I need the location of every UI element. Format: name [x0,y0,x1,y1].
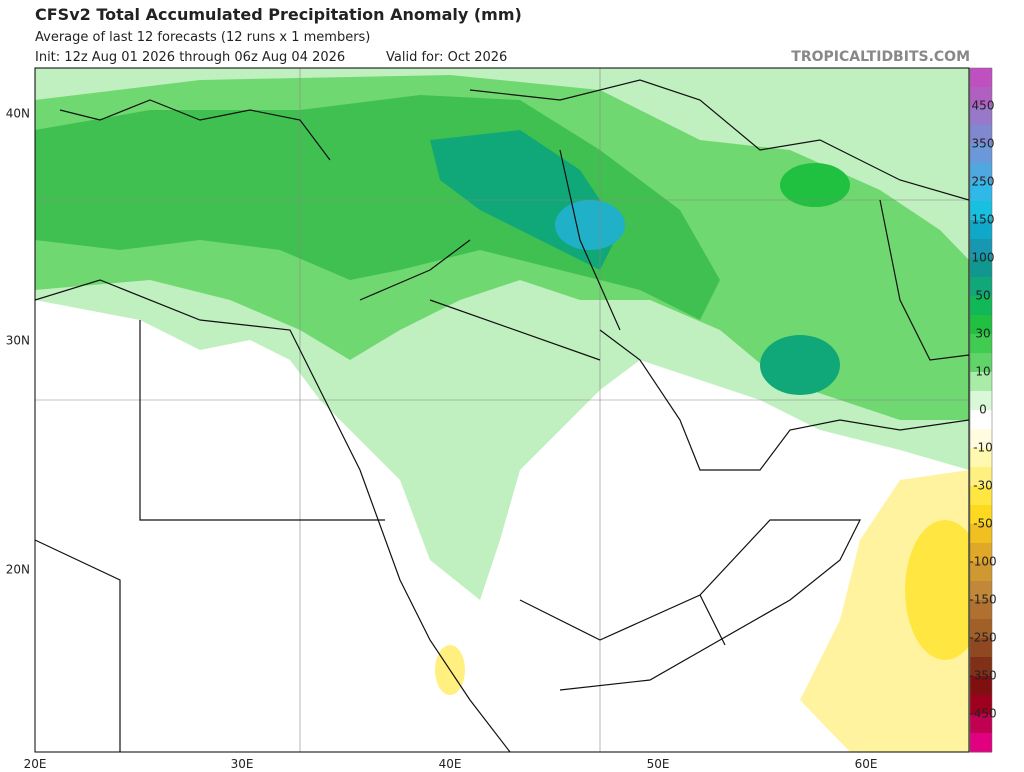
colorbar-segment [970,562,992,582]
colorbar-segment [970,277,992,297]
map-frame [34,67,970,753]
colorbar-label: 250 [972,175,995,189]
colorbar-segment [970,296,992,316]
colorbar-segment [970,239,992,259]
colorbar-segment [970,391,992,411]
colorbar-segment [970,486,992,506]
lon-label: 30E [231,757,254,771]
colorbar-segment [970,258,992,278]
colorbar-label: -350 [969,669,996,683]
colorbar-segment [970,410,992,430]
init-time: Init: 12z Aug 01 2026 through 06z Aug 04… [35,50,345,65]
lon-label: 50E [647,757,670,771]
valid-time: Valid for: Oct 2026 [386,50,507,65]
subtitle: Average of last 12 forecasts (12 runs x … [35,30,370,45]
colorbar-segment [970,714,992,734]
colorbar-label: -100 [969,555,996,569]
colorbar-label: -10 [973,441,993,455]
colorbar-label: 30 [975,327,990,341]
colorbar-segment [970,106,992,126]
colorbar-label: 50 [975,289,990,303]
colorbar-segment [970,505,992,525]
colorbar-label: -30 [973,479,993,493]
colorbar-segment [970,448,992,468]
lon-label: 20E [24,757,47,771]
colorbar-label: -50 [973,517,993,531]
colorbar-segment [970,581,992,601]
colorbar-segment [970,676,992,696]
colorbar-label: 0 [979,403,987,417]
coastlines [35,79,969,752]
lon-label: 40E [439,757,462,771]
colorbar-segment [970,524,992,544]
colorbar-segment [970,182,992,202]
anomaly-dark-yellow [905,520,969,660]
grid-reference [35,68,969,752]
colorbar-label: 10 [975,365,990,379]
colorbar-label: -450 [969,707,996,721]
watermark: TROPICALTIDBITS.COM [791,49,970,65]
colorbar-label: -250 [969,631,996,645]
colorbar-segment [970,315,992,335]
colorbar-segment [970,657,992,677]
map: 40N 30N 20N 20E 30E 40E 50E 60E [6,67,970,771]
colorbar-label: 100 [972,251,995,265]
colorbar-segment [970,144,992,164]
anomaly-teal-east [760,335,840,395]
colorbar-segment [970,543,992,563]
colorbar-segment [970,201,992,221]
colorbar-label: 150 [972,213,995,227]
colorbar-label: 450 [972,99,995,113]
colorbar-frame [969,67,993,753]
colorbar-label: -150 [969,593,996,607]
lat-label: 40N [6,107,30,121]
colorbar-segment [970,353,992,373]
lat-label: 30N [6,334,30,348]
colorbar-segment [970,638,992,658]
colorbar-segment [970,125,992,145]
colorbar-segment [970,68,992,88]
title: CFSv2 Total Accumulated Precipitation An… [35,5,522,24]
colorbar-segment [970,220,992,240]
colorbar-segment [970,334,992,354]
lat-label: 20N [6,563,30,577]
colorbar-segment [970,619,992,639]
colorbar-segment [970,372,992,392]
anomaly-green-east [780,163,850,207]
colorbar-segment [970,600,992,620]
colorbar-segment [970,429,992,449]
colorbar-segment [970,163,992,183]
colorbar-segment [970,733,992,753]
anomaly-blue [555,200,625,250]
colorbar: 4503502501501005030100-10-30-50-100-150-… [969,67,997,753]
colorbar-segment [970,695,992,715]
colorbar-segment [970,87,992,107]
colorbar-label: 350 [972,137,995,151]
country-borders [35,149,969,752]
lon-label: 60E [855,757,878,771]
colorbar-segment [970,467,992,487]
